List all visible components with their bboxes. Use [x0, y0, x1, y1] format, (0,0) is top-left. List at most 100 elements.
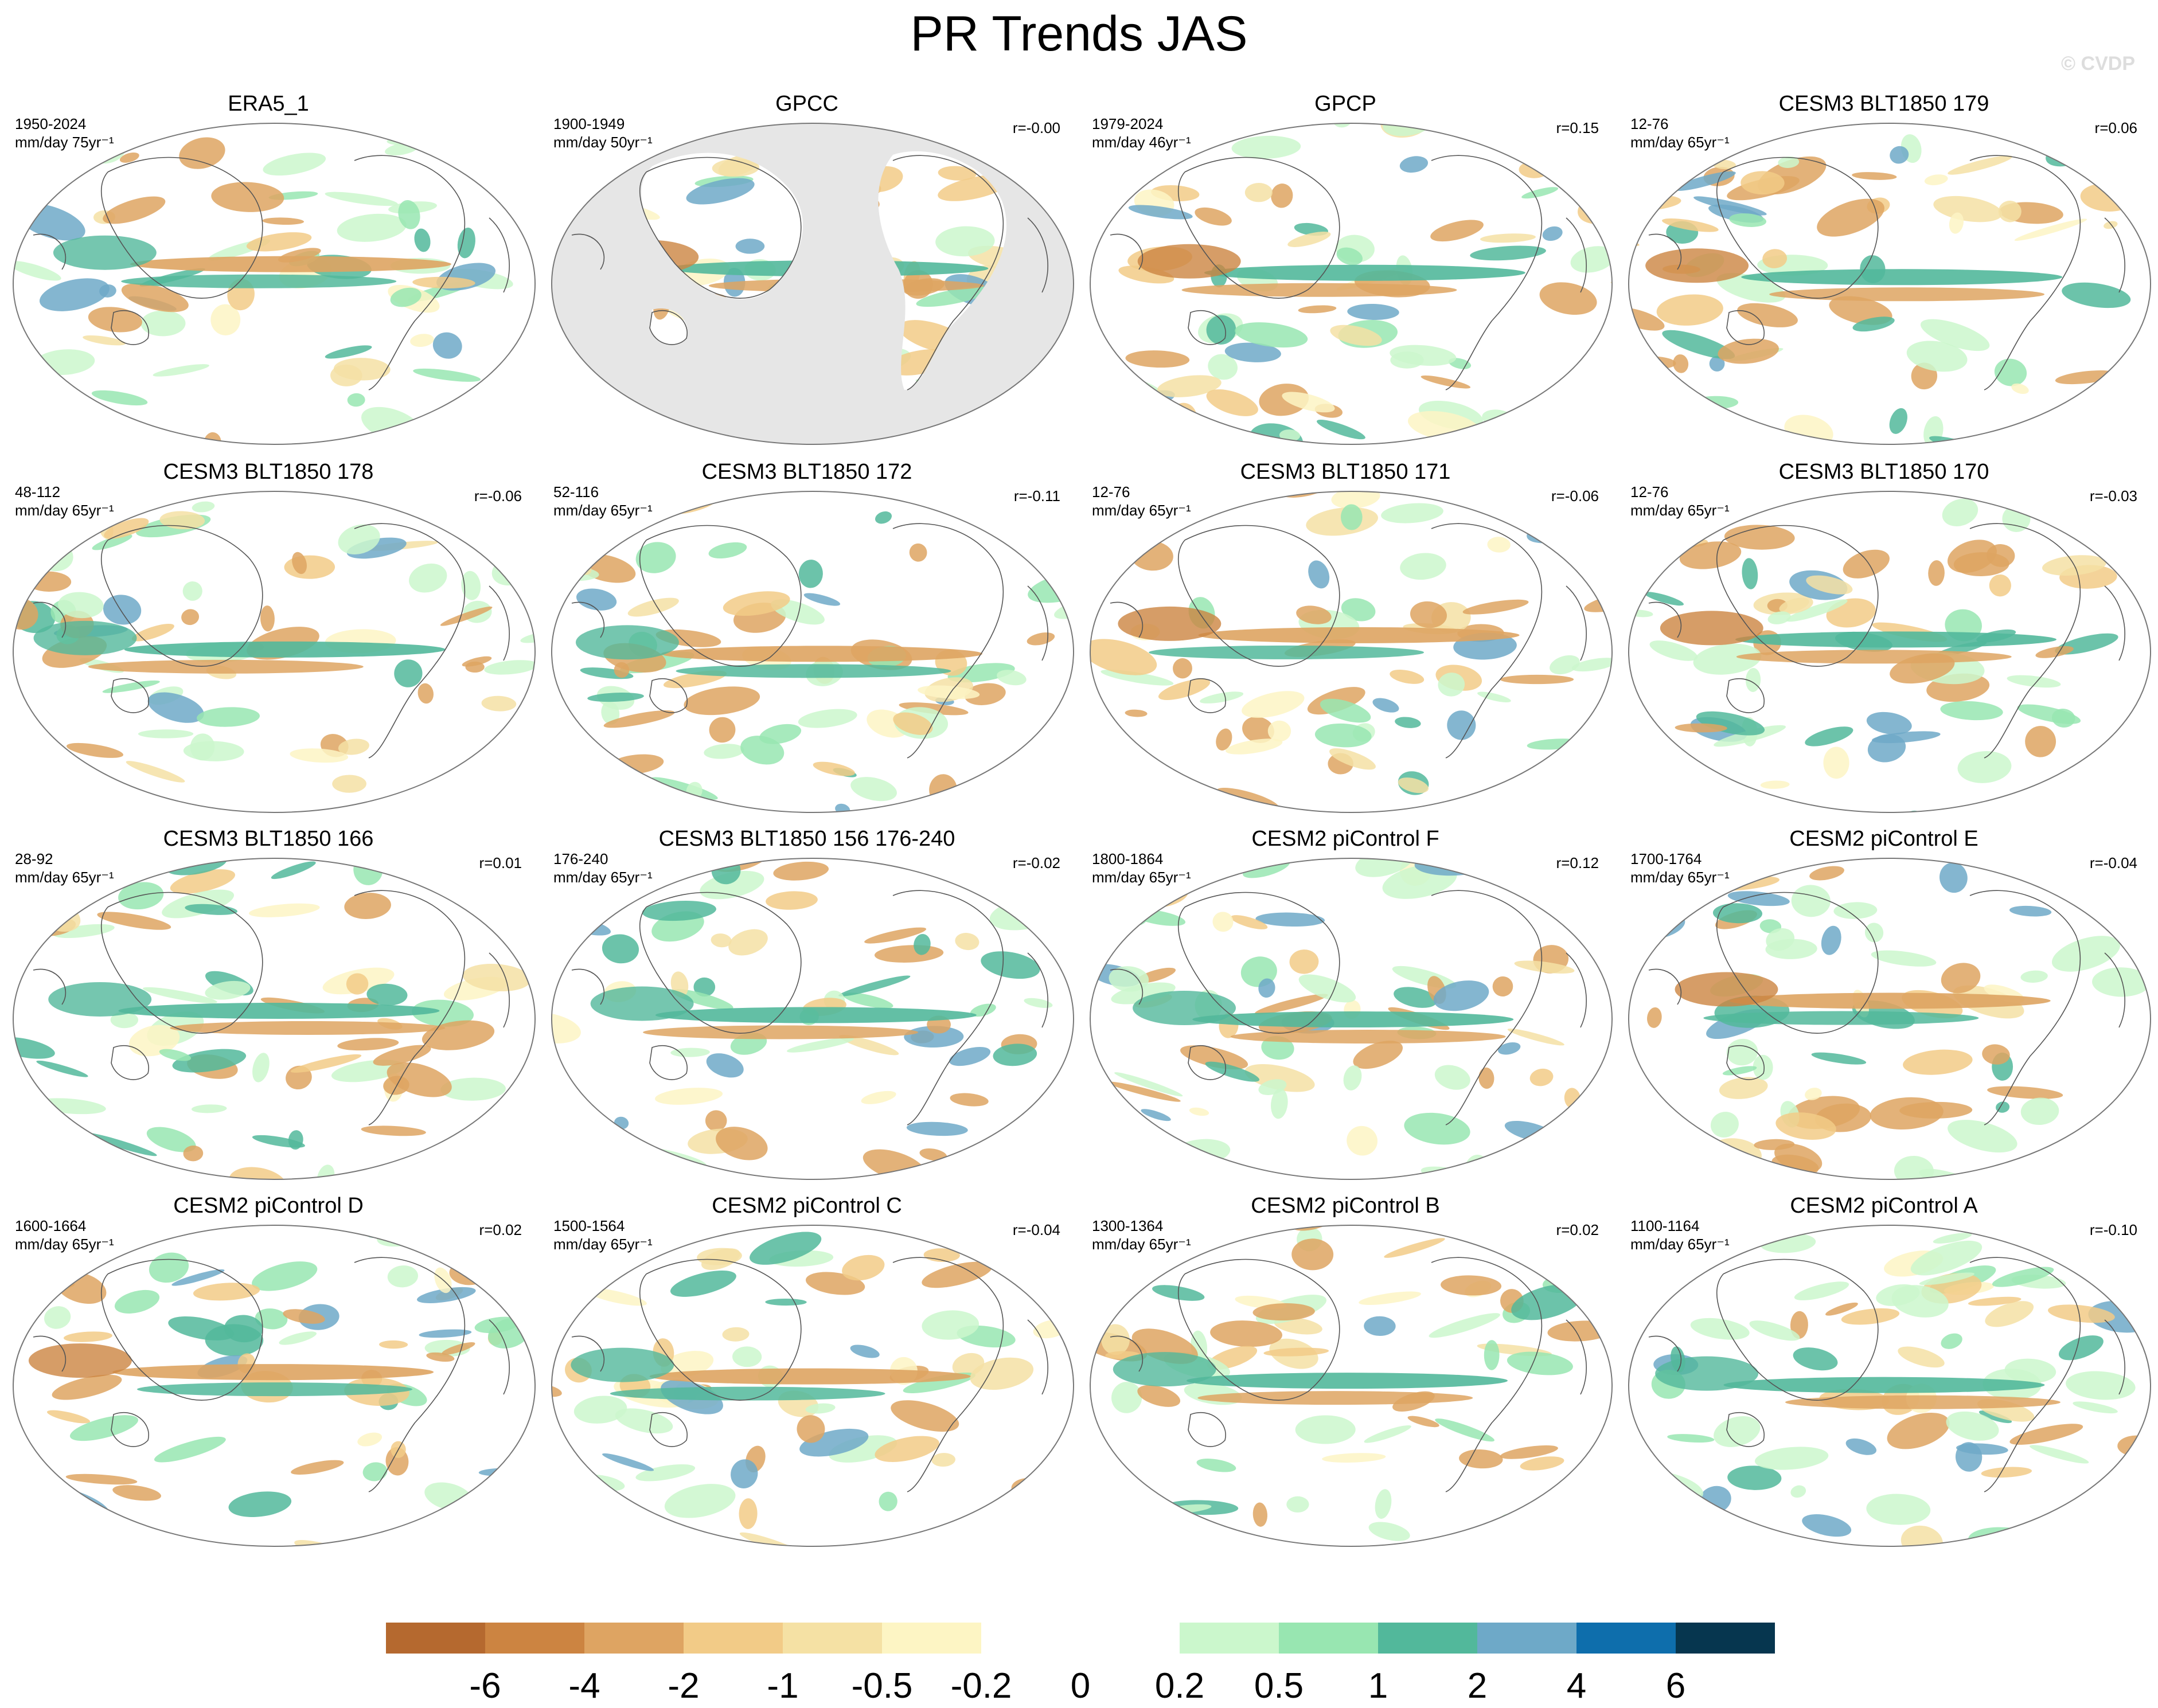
coastline	[892, 890, 1004, 1125]
trend-blob	[46, 1410, 91, 1424]
trend-blob	[1901, 1525, 1943, 1546]
trend-blob	[159, 511, 205, 530]
colorbar-swatch	[1378, 1623, 1477, 1654]
trend-blob	[864, 927, 927, 944]
trend-blob	[330, 364, 362, 386]
trend-blob	[1090, 382, 1104, 400]
trend-blob	[805, 1403, 836, 1414]
trend-blob	[2027, 491, 2058, 495]
trend-blob	[84, 1132, 157, 1156]
trend-blob	[955, 933, 980, 951]
colorbar-tick-label: -1	[767, 1666, 799, 1706]
coastline	[1027, 217, 1048, 293]
trend-blob	[162, 889, 235, 919]
coastline	[489, 585, 510, 661]
trend-blob	[552, 1012, 581, 1043]
trend-blob	[731, 1459, 758, 1489]
trend-blob	[1375, 1489, 1392, 1519]
trend-blob	[181, 609, 200, 626]
trend-blob	[1924, 174, 1948, 186]
trend-blob	[1656, 294, 1723, 326]
trend-blob	[357, 1432, 383, 1447]
panel-correlation: r=-0.04	[1012, 1221, 1060, 1238]
coastline	[1648, 1335, 1682, 1372]
map-field	[13, 491, 535, 812]
trend-blob	[325, 345, 372, 359]
trend-blob	[553, 1517, 586, 1545]
trend-blob	[411, 999, 474, 1027]
trend-blob	[91, 390, 148, 406]
trend-blob	[723, 591, 790, 616]
trend-blob	[922, 1310, 980, 1340]
trend-blob	[413, 368, 481, 382]
trend-blob	[933, 488, 968, 490]
trend-blob	[190, 733, 215, 761]
trend-blob	[182, 581, 202, 601]
robinson-map	[1090, 858, 1613, 1180]
tropical-band	[136, 1382, 412, 1397]
trend-blob	[564, 1499, 591, 1522]
map-border	[1090, 1225, 1613, 1547]
trend-blob	[2104, 221, 2118, 229]
trend-blob	[1291, 1238, 1334, 1271]
trend-blob	[1987, 1086, 2063, 1099]
coastline	[571, 1335, 605, 1372]
trend-blob	[1157, 375, 1222, 397]
trend-blob	[1742, 558, 1758, 589]
panel-title: CESM3 BLT1850 170	[1778, 460, 1989, 484]
trend-blob	[740, 736, 785, 765]
trend-blob	[1696, 711, 1765, 736]
trend-blob	[552, 1133, 587, 1160]
trend-blob	[1507, 1351, 1573, 1375]
trend-blob	[290, 748, 349, 763]
trend-blob	[619, 425, 641, 444]
trend-blob	[1308, 560, 1330, 589]
trend-blob	[552, 1302, 553, 1326]
trend-blob	[1644, 592, 1684, 606]
trend-blob	[424, 1339, 470, 1357]
coastline	[1188, 310, 1226, 345]
trend-blob	[879, 1491, 897, 1511]
trend-blob	[462, 964, 531, 992]
trend-blob	[552, 1383, 562, 1397]
panel-units: mm/day 65yr⁻¹	[553, 869, 653, 886]
trend-blob	[1724, 525, 1795, 550]
trend-blob	[1866, 1494, 1931, 1525]
trend-blob	[1341, 598, 1376, 622]
trend-blob	[1024, 998, 1053, 1008]
trend-blob	[1329, 748, 1376, 770]
trend-blob	[1340, 504, 1363, 530]
trend-blob	[147, 692, 204, 723]
trend-blob	[931, 1453, 955, 1467]
trend-blob	[1090, 639, 1157, 675]
trend-blob	[1679, 541, 1742, 569]
trend-blob	[2051, 936, 2120, 972]
trend-blob	[440, 1077, 506, 1101]
map-field	[13, 1225, 535, 1546]
trend-blob	[1296, 605, 1332, 624]
trend-blob	[112, 1485, 161, 1501]
trend-blob	[1364, 1316, 1396, 1336]
colorbar-tick-label: -6	[469, 1666, 501, 1706]
trend-blob	[394, 659, 423, 687]
colorbar-tick-label: 4	[1566, 1666, 1587, 1706]
trend-blob	[92, 534, 132, 550]
robinson-map	[551, 488, 1074, 813]
trend-blob	[2030, 1445, 2089, 1464]
panel-correlation: r=-0.06	[1551, 487, 1599, 505]
map-field	[552, 858, 1074, 1179]
panel-title: CESM3 BLT1850 172	[701, 460, 912, 484]
coastline	[1027, 1319, 1048, 1395]
coastline	[1716, 892, 1879, 1034]
robinson-map	[1090, 491, 1613, 813]
panel-correlation: r=-0.10	[2089, 1221, 2137, 1238]
trend-blob	[1252, 1303, 1315, 1321]
trend-blob	[2004, 1358, 2056, 1383]
trend-blob	[602, 934, 639, 964]
map-panel: CESM3 BLT1850 179 12-76 mm/day 65yr⁻¹ r=0.0…	[1620, 92, 2151, 445]
trend-blob	[1662, 218, 1719, 232]
panel-units: mm/day 65yr⁻¹	[1630, 1236, 1730, 1253]
trend-blob	[684, 686, 760, 716]
tropical-band	[88, 659, 364, 674]
map-field	[1629, 491, 2151, 812]
